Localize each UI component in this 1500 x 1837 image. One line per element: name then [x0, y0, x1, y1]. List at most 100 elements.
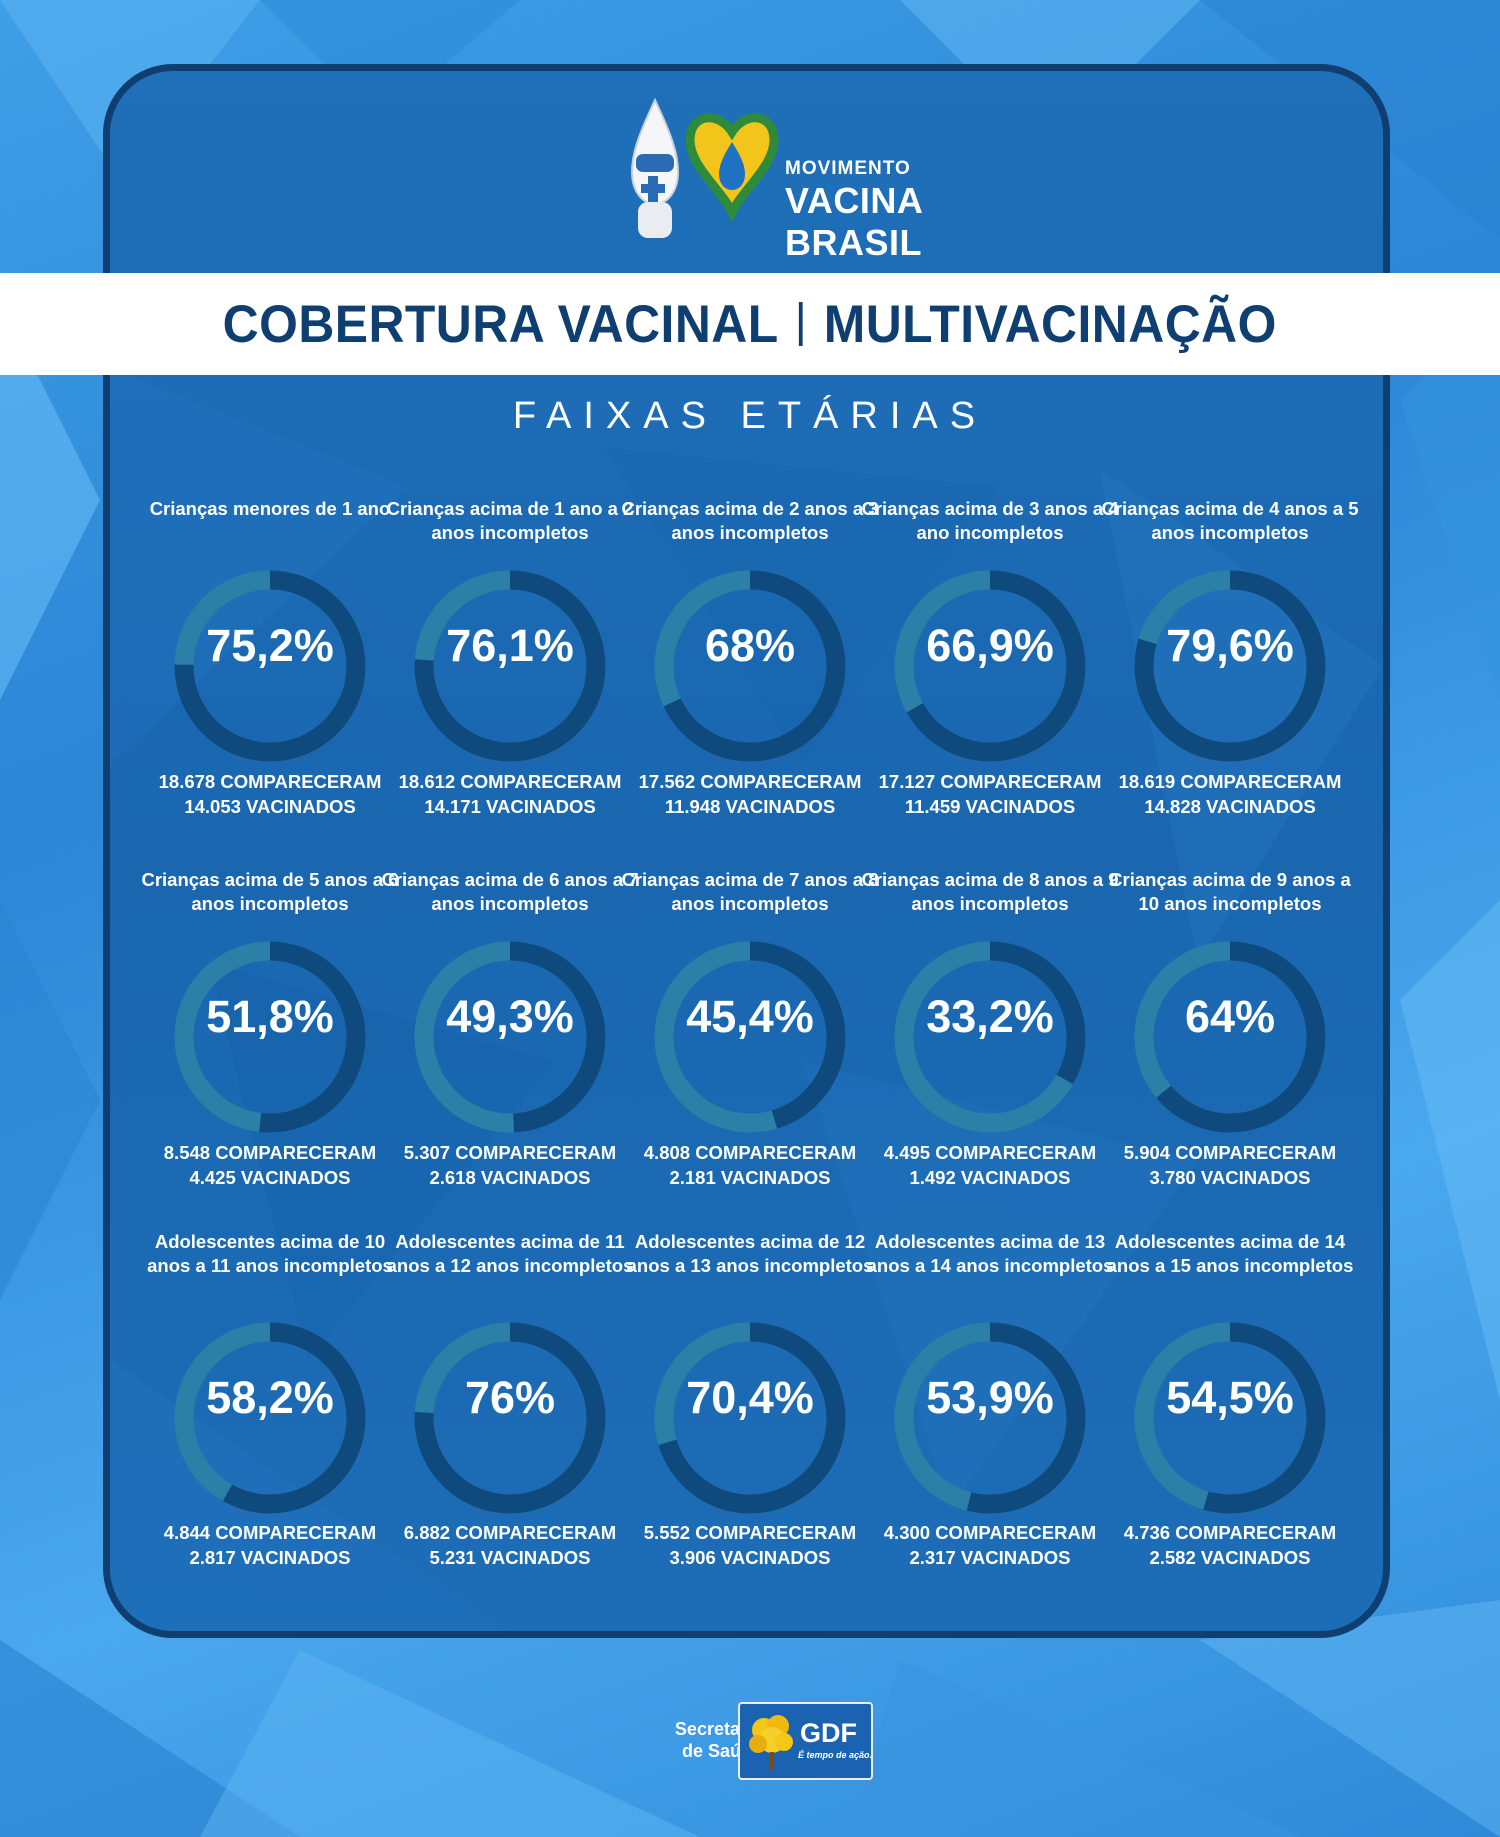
- coverage-donut: [174, 941, 366, 1133]
- coverage-donut: [894, 570, 1086, 762]
- age-group-label: Crianças acima de 6 anos a 7 anos incomp…: [381, 869, 639, 914]
- vaccinated-count: 4.425 VACINADOS: [189, 1167, 351, 1188]
- coverage-donut: [654, 570, 846, 762]
- coverage-donut: [414, 941, 606, 1133]
- age-group-label: Crianças acima de 8 anos a 9 anos incomp…: [861, 869, 1119, 914]
- coverage-percent: 76,1%: [446, 620, 574, 671]
- age-group-label: Crianças acima de 5 anos a 6 anos incomp…: [141, 869, 399, 914]
- gdf-logo: GDF É tempo de ação.: [738, 1702, 873, 1780]
- age-group-label: Crianças acima de 4 anos a 5 anos incomp…: [1101, 498, 1359, 543]
- coverage-donut: [894, 1322, 1086, 1514]
- coverage-percent: 66,9%: [926, 620, 1054, 671]
- group-stats: 18.619 COMPARECERAM 14.828 VACINADOS: [1100, 769, 1360, 819]
- coverage-donut: [174, 570, 366, 762]
- donut-fill: [414, 941, 606, 1133]
- coverage-percent: 79,6%: [1166, 620, 1294, 671]
- logo-line-brasil: BRASIL: [785, 222, 922, 263]
- coverage-donut: [1134, 1322, 1326, 1514]
- vaccinated-count: 14.171 VACINADOS: [424, 796, 596, 817]
- donut-fill: [654, 570, 846, 762]
- coverage-percent: 45,4%: [686, 991, 814, 1042]
- attended-count: 4.300 COMPARECERAM: [883, 1522, 1097, 1543]
- group-stats: 17.562 COMPARECERAM 11.948 VACINADOS: [620, 769, 880, 819]
- coverage-percent: 76%: [464, 1372, 556, 1423]
- donut-fill: [1134, 1322, 1326, 1514]
- coverage-percent: 33,2%: [926, 991, 1054, 1042]
- attended-count: 18.678 COMPARECERAM: [158, 771, 382, 792]
- age-group-label: Adolescentes acima de 10 anos a 11 anos …: [147, 1231, 393, 1276]
- mascot-heart-icon: [630, 97, 779, 238]
- ipe-tree-icon: [749, 1715, 793, 1770]
- movimento-vacina-brasil-logo: MOVIMENTO VACINA BRASIL: [610, 92, 940, 263]
- age-group-label: Adolescentes acima de 11 anos a 12 anos …: [386, 1231, 634, 1276]
- group-stats: 4.736 COMPARECERAM 2.582 VACINADOS: [1100, 1520, 1360, 1570]
- group-stats: 4.495 COMPARECERAM 1.492 VACINADOS: [860, 1140, 1120, 1190]
- coverage-percent: 58,2%: [206, 1372, 334, 1423]
- attended-count: 18.619 COMPARECERAM: [1118, 771, 1342, 792]
- age-group-label: Crianças menores de 1 ano: [149, 498, 391, 519]
- logo-wordmark: MOVIMENTO VACINA BRASIL: [785, 158, 923, 264]
- age-group-label: Crianças acima de 3 anos a 4 ano incompl…: [861, 498, 1119, 543]
- vaccinated-count: 3.906 VACINADOS: [669, 1547, 831, 1568]
- group-stats: 5.552 COMPARECERAM 3.906 VACINADOS: [620, 1520, 880, 1570]
- vaccinated-count: 14.053 VACINADOS: [184, 796, 356, 817]
- attended-count: 5.307 COMPARECERAM: [403, 1142, 617, 1163]
- coverage-percent: 53,9%: [926, 1372, 1054, 1423]
- donut-fill: [1134, 941, 1326, 1133]
- donut-fill: [414, 1322, 606, 1514]
- coverage-percent: 68%: [704, 620, 796, 671]
- group-stats: 18.612 COMPARECERAM 14.171 VACINADOS: [380, 769, 640, 819]
- title-separator: [799, 301, 804, 346]
- coverage-percent: 51,8%: [206, 991, 334, 1042]
- vaccinated-count: 5.231 VACINADOS: [429, 1547, 591, 1568]
- donut-fill: [174, 570, 366, 762]
- vaccinated-count: 2.317 VACINADOS: [909, 1547, 1071, 1568]
- donut-fill: [174, 941, 366, 1133]
- gdf-wordmark: GDF: [800, 1718, 857, 1748]
- vaccinated-count: 11.459 VACINADOS: [904, 796, 1076, 817]
- title-band: COBERTURA VACINAL MULTIVACINAÇÃO: [0, 273, 1500, 375]
- attended-count: 17.127 COMPARECERAM: [878, 771, 1102, 792]
- coverage-donut: [654, 1322, 846, 1514]
- age-group-label: Adolescentes acima de 12 anos a 13 anos …: [626, 1231, 874, 1276]
- group-stats: 5.307 COMPARECERAM 2.618 VACINADOS: [380, 1140, 640, 1190]
- gdf-tagline: É tempo de ação.: [798, 1750, 873, 1760]
- attended-count: 5.552 COMPARECERAM: [643, 1522, 857, 1543]
- group-stats: 18.678 COMPARECERAM 14.053 VACINADOS: [140, 769, 400, 819]
- coverage-donut: [414, 570, 606, 762]
- coverage-donut: [414, 1322, 606, 1514]
- page-title: COBERTURA VACINAL MULTIVACINAÇÃO: [223, 294, 1277, 355]
- coverage-percent: 49,3%: [446, 991, 574, 1042]
- age-group-label: Adolescentes acima de 13 anos a 14 anos …: [866, 1231, 1114, 1276]
- vaccinated-count: 3.780 VACINADOS: [1149, 1167, 1311, 1188]
- group-stats: 6.882 COMPARECERAM 5.231 VACINADOS: [380, 1520, 640, 1570]
- group-stats: 4.808 COMPARECERAM 2.181 VACINADOS: [620, 1140, 880, 1190]
- vaccinated-count: 2.817 VACINADOS: [189, 1547, 351, 1568]
- age-group-label: Crianças acima de 7 anos a 8 anos incomp…: [621, 869, 879, 914]
- group-stats: 5.904 COMPARECERAM 3.780 VACINADOS: [1100, 1140, 1360, 1190]
- donut-fill: [894, 941, 1086, 1133]
- donut-fill: [174, 1322, 366, 1514]
- attended-count: 4.844 COMPARECERAM: [163, 1522, 377, 1543]
- logo-line-movimento: MOVIMENTO: [785, 158, 911, 179]
- coverage-percent: 70,4%: [686, 1372, 814, 1423]
- donut-fill: [654, 1322, 846, 1514]
- coverage-percent: 64%: [1184, 991, 1276, 1042]
- title-cobertura-vacinal: COBERTURA VACINAL: [222, 294, 779, 354]
- coverage-percent: 75,2%: [206, 620, 334, 671]
- vaccinated-count: 2.618 VACINADOS: [429, 1167, 591, 1188]
- attended-count: 4.736 COMPARECERAM: [1123, 1522, 1337, 1543]
- attended-count: 18.612 COMPARECERAM: [398, 771, 622, 792]
- coverage-donut: [894, 941, 1086, 1133]
- coverage-donut: [174, 1322, 366, 1514]
- coverage-donut: [1134, 941, 1326, 1133]
- group-stats: 8.548 COMPARECERAM 4.425 VACINADOS: [140, 1140, 400, 1190]
- coverage-percent: 54,5%: [1166, 1372, 1294, 1423]
- attended-count: 17.562 COMPARECERAM: [638, 771, 862, 792]
- donut-fill: [894, 1322, 1086, 1514]
- vaccinated-count: 14.828 VACINADOS: [1144, 796, 1316, 817]
- attended-count: 4.808 COMPARECERAM: [643, 1142, 857, 1163]
- coverage-donut: [1134, 570, 1326, 762]
- title-multivacinacao: MULTIVACINAÇÃO: [824, 294, 1278, 354]
